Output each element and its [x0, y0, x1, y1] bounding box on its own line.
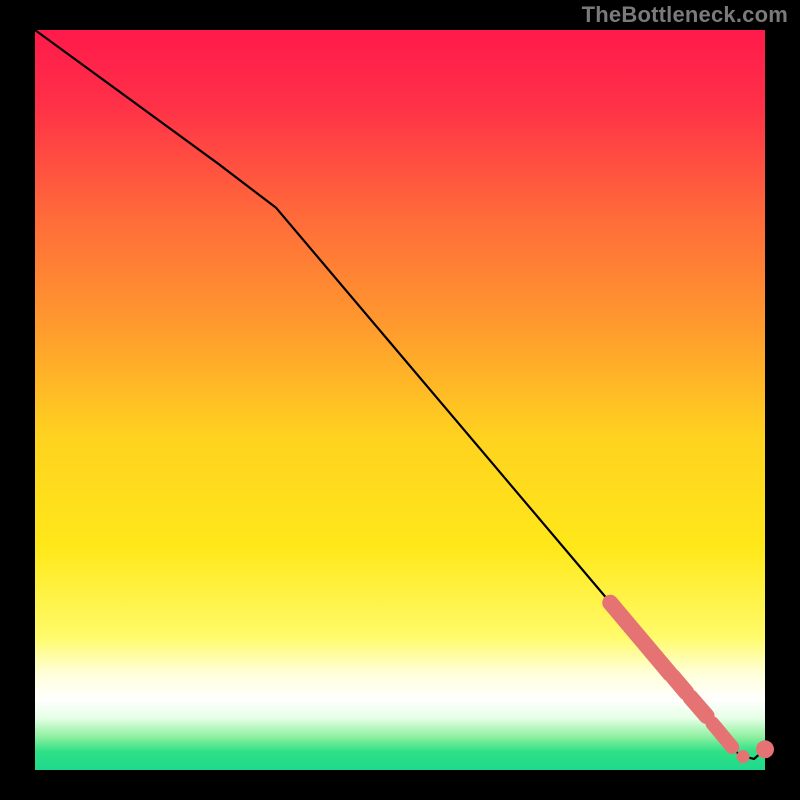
marker-dot: [756, 740, 774, 758]
marker-segment: [673, 677, 686, 693]
chart-svg: [0, 0, 800, 800]
chart-container: TheBottleneck.com: [0, 0, 800, 800]
watermark-text: TheBottleneck.com: [582, 2, 788, 28]
marker-dot: [737, 750, 750, 763]
